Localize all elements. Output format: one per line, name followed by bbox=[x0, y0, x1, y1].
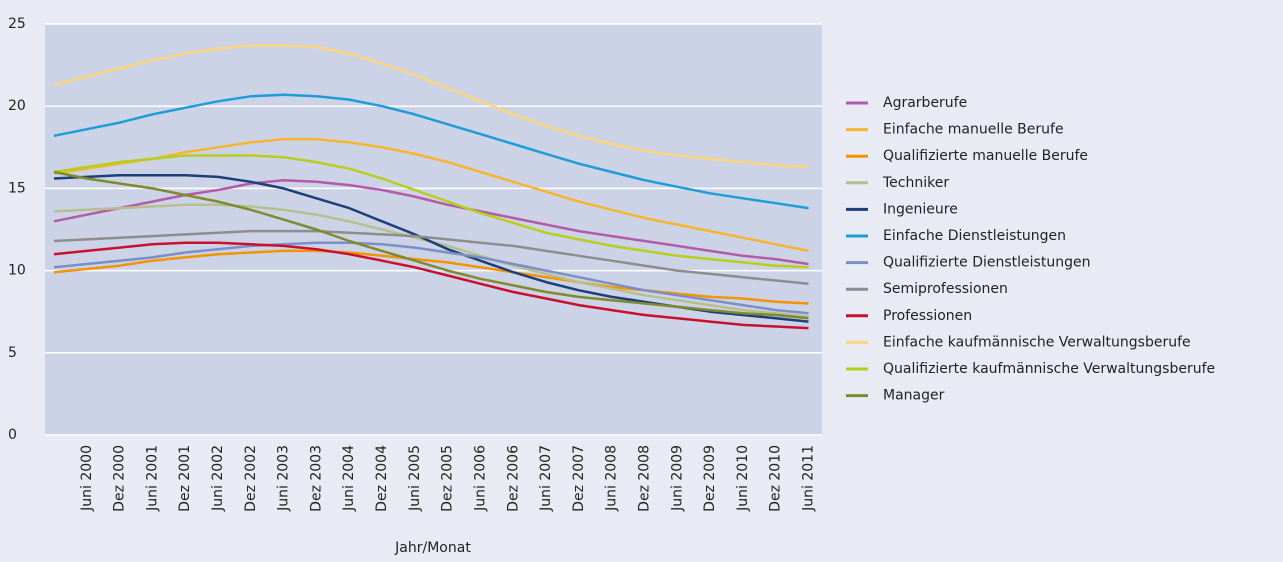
plot-area bbox=[45, 24, 822, 435]
series-line bbox=[53, 178, 809, 266]
legend-label: Qualifizierte kaufmännische Verwaltungsb… bbox=[883, 361, 1215, 377]
legend-label: Einfache kaufmännische Verwaltungsberufe bbox=[883, 334, 1191, 350]
legend-label: Professionen bbox=[883, 308, 972, 324]
legend-label: Agrarberufe bbox=[883, 95, 967, 111]
x-tick-label: Dez 2001 bbox=[177, 445, 193, 512]
y-tick-label: 25 bbox=[8, 16, 26, 32]
x-tick-label: Dez 2002 bbox=[243, 445, 259, 512]
series-line bbox=[53, 241, 809, 330]
series-line bbox=[53, 241, 809, 315]
x-tick-label: Juni 2003 bbox=[276, 445, 292, 512]
x-tick-label: Dez 2000 bbox=[112, 445, 128, 512]
x-tick-label: Juni 2007 bbox=[538, 445, 554, 512]
legend-label: Techniker bbox=[882, 175, 949, 191]
series-line bbox=[53, 137, 809, 253]
series-line bbox=[53, 249, 809, 305]
x-tick-label: Dez 2007 bbox=[571, 445, 587, 512]
legend-label: Manager bbox=[883, 388, 945, 404]
legend-label: Qualifizierte manuelle Berufe bbox=[883, 148, 1088, 164]
y-tick-label: 5 bbox=[8, 345, 17, 361]
legend-label: Qualifizierte Dienstleistungen bbox=[883, 255, 1090, 271]
x-tick-label: Dez 2009 bbox=[702, 445, 718, 512]
y-tick-label: 20 bbox=[8, 98, 26, 114]
x-tick-label: Juni 2011 bbox=[801, 445, 817, 512]
series-line bbox=[53, 154, 809, 269]
x-tick-label: Juni 2001 bbox=[144, 445, 160, 512]
x-tick-label: Juni 2005 bbox=[407, 445, 423, 512]
x-tick-label: Dez 2004 bbox=[374, 445, 390, 512]
legend-label: Ingenieure bbox=[883, 201, 958, 217]
legend-label: Einfache Dienstleistungen bbox=[883, 228, 1066, 244]
y-tick-label: 10 bbox=[8, 263, 26, 279]
x-tick-label: Juni 2004 bbox=[341, 445, 357, 512]
series-line bbox=[53, 44, 809, 169]
x-tick-label: Juni 2009 bbox=[669, 445, 685, 512]
series-line bbox=[53, 93, 809, 210]
x-tick-label: Dez 2003 bbox=[308, 445, 324, 512]
x-tick-label: Juni 2002 bbox=[210, 445, 226, 512]
x-axis-label: Jahr/Monat bbox=[394, 540, 471, 556]
series-line bbox=[53, 170, 809, 320]
x-tick-label: Dez 2010 bbox=[768, 445, 784, 512]
y-tick-label: 15 bbox=[8, 180, 26, 196]
x-tick-label: Juni 2008 bbox=[604, 445, 620, 512]
x-tick-label: Dez 2008 bbox=[636, 445, 652, 512]
legend-label: Einfache manuelle Berufe bbox=[883, 122, 1064, 138]
x-tick-label: Dez 2006 bbox=[505, 445, 521, 512]
x-tick-label: Juni 2010 bbox=[735, 445, 751, 512]
x-tick-label: Juni 2000 bbox=[79, 445, 95, 512]
x-tick-label: Dez 2005 bbox=[440, 445, 456, 512]
y-tick-label: 0 bbox=[8, 427, 17, 443]
series-line bbox=[53, 229, 809, 286]
legend-label: Semiprofessionen bbox=[883, 281, 1008, 297]
x-tick-label: Juni 2006 bbox=[472, 445, 488, 512]
